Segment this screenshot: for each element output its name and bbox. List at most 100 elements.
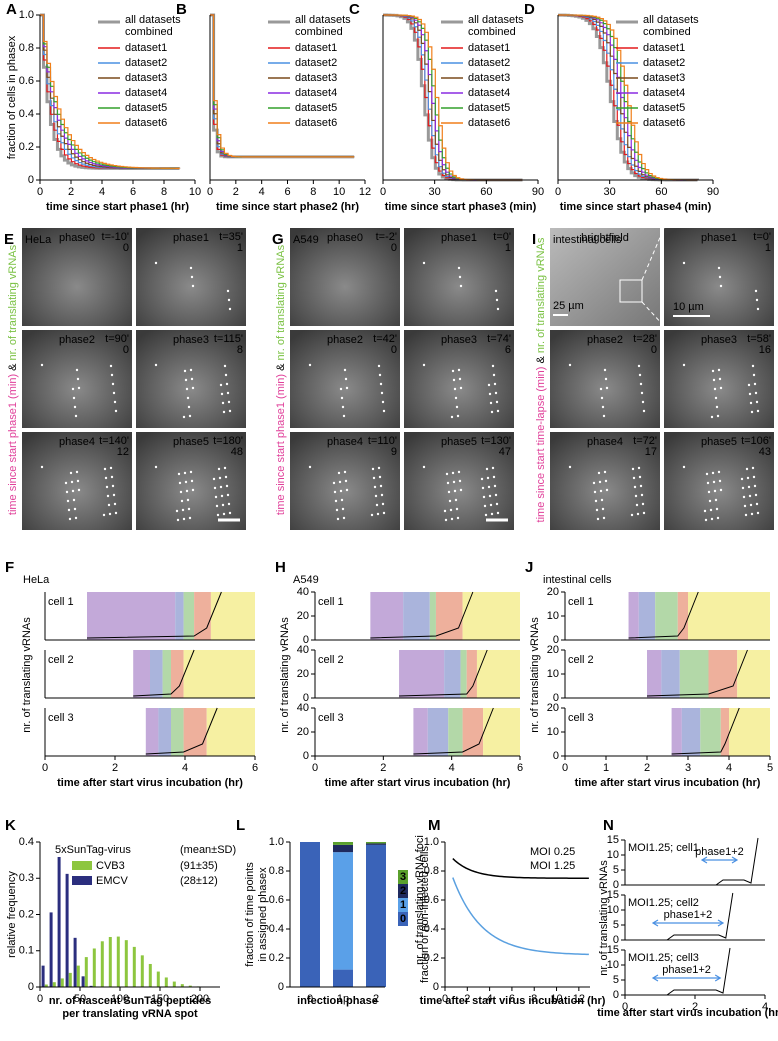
y-tick-label: 0 [553, 750, 559, 762]
spot [222, 512, 226, 516]
x-axis-label: time since start phase1 (hr) [46, 201, 189, 213]
phase-band [403, 592, 430, 640]
y-axis-label: nr. of translating vRNAs [279, 617, 291, 733]
panel-letter: C [349, 1, 360, 18]
bar [108, 936, 112, 987]
phase-label: phase1 [701, 232, 737, 244]
spot [756, 307, 760, 311]
side-label-part: time since start phase1 (min) [7, 374, 19, 515]
spot [705, 472, 709, 476]
spot [111, 382, 115, 386]
spot [333, 490, 337, 494]
spot [715, 405, 719, 409]
y-tick-label: 5 [613, 974, 619, 986]
y-tick-label: 0 [613, 879, 619, 891]
spot [602, 516, 606, 520]
spot [596, 517, 600, 521]
spot [77, 488, 81, 492]
spot [104, 476, 108, 480]
spot [494, 493, 498, 497]
spot [632, 476, 636, 480]
x-tick-label: 2 [112, 762, 118, 774]
spot [339, 489, 343, 493]
bar [148, 963, 152, 987]
bar-segment [333, 844, 353, 853]
micrograph [290, 228, 400, 326]
x-tick-label: 0 [207, 186, 213, 198]
phase-band [133, 650, 150, 698]
time-label: t=110' [368, 435, 397, 447]
legend-label: dataset1 [125, 42, 167, 54]
spot [640, 391, 644, 395]
curve [452, 858, 589, 879]
legend-label: 0 [400, 913, 406, 925]
side-label: time since start time-lapse (min) & nr. … [535, 237, 547, 522]
x-tick-label: 4 [99, 186, 105, 198]
legend-label: all datasets [468, 14, 524, 26]
phase-arrow-label: phase1+2 [695, 846, 744, 858]
spot [749, 503, 753, 507]
phase-band [677, 592, 688, 640]
spot [753, 382, 757, 386]
count-label: 8 [237, 344, 243, 356]
panel-letter: L [236, 817, 245, 834]
spot [75, 470, 79, 474]
spot [222, 410, 226, 414]
x-tick-label: 0 [622, 1001, 628, 1013]
spot [454, 396, 458, 400]
spot [224, 373, 228, 377]
spot [484, 513, 488, 517]
y-axis-label: nr. of translating vRNAs [598, 860, 610, 976]
spot [599, 489, 603, 493]
x-tick-label: 0 [555, 186, 561, 198]
spot [65, 490, 69, 494]
spot [215, 504, 219, 508]
bar [49, 912, 53, 987]
phase-label: phase5 [441, 436, 477, 448]
phase-band [171, 708, 184, 756]
legend-label: dataset2 [295, 57, 337, 69]
phase-band [210, 592, 255, 640]
panel-letter: B [176, 1, 187, 18]
spot [592, 481, 596, 485]
spot [751, 364, 755, 368]
spot [451, 369, 455, 373]
spot [640, 493, 644, 497]
spot [224, 475, 228, 479]
phase-band [399, 650, 445, 698]
y-tick-label: 0 [28, 981, 34, 993]
spot [751, 466, 755, 470]
spot [381, 502, 385, 506]
spot [110, 475, 114, 479]
phase-label: phase5 [173, 436, 209, 448]
spot [496, 409, 500, 413]
y-tick-label: 0 [613, 934, 619, 946]
phase-band [737, 650, 770, 698]
y-tick-label: 0.2 [19, 141, 34, 153]
spot [335, 508, 339, 512]
bar [81, 976, 85, 987]
spot [716, 516, 720, 520]
x-tick-label: 0 [312, 762, 318, 774]
x-axis-label: time after start virus incubation (hr) [57, 777, 243, 789]
x-axis-label: time since start phase3 (min) [385, 201, 537, 213]
legend-label: dataset2 [643, 57, 685, 69]
spot [70, 480, 74, 484]
phase-label: phase1 [441, 232, 477, 244]
spot [718, 479, 722, 483]
spot [191, 284, 195, 288]
spot [40, 363, 44, 367]
spot [755, 298, 759, 302]
spot [112, 391, 116, 395]
phase-label: phase2 [327, 334, 363, 346]
count-label: 6 [505, 344, 511, 356]
y-tick-label: 20 [547, 702, 559, 714]
spot [114, 511, 118, 515]
spot [154, 261, 158, 265]
spot [378, 373, 382, 377]
spot [599, 387, 603, 391]
cell-label: cell 1 [48, 596, 74, 608]
spot [487, 383, 491, 387]
phase-label: phase0 [327, 232, 363, 244]
spot [603, 368, 607, 372]
